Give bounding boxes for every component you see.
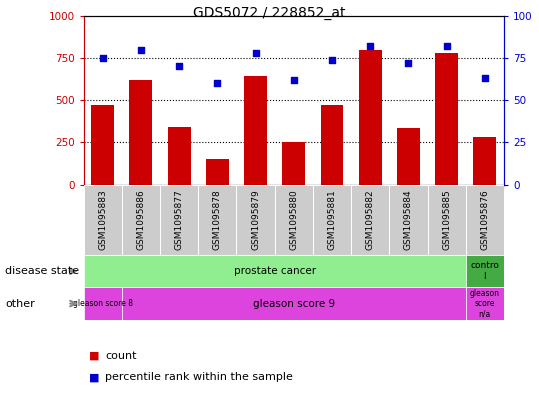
Bar	[282, 141, 305, 185]
Bar	[84, 185, 122, 255]
Bar	[389, 185, 427, 255]
Text: GSM1095876: GSM1095876	[480, 190, 489, 250]
Point	[328, 57, 336, 63]
Bar	[122, 185, 160, 255]
Bar	[466, 255, 504, 287]
Text: GSM1095881: GSM1095881	[328, 190, 336, 250]
Bar	[351, 185, 389, 255]
Text: GSM1095884: GSM1095884	[404, 190, 413, 250]
Text: ■: ■	[89, 372, 99, 382]
Text: GSM1095877: GSM1095877	[175, 190, 184, 250]
Text: percentile rank within the sample: percentile rank within the sample	[105, 372, 293, 382]
Text: gleason score 8: gleason score 8	[73, 299, 133, 308]
Text: contro
l: contro l	[471, 261, 499, 281]
Bar	[427, 185, 466, 255]
Text: ■: ■	[89, 351, 99, 361]
Text: GSM1095882: GSM1095882	[365, 190, 375, 250]
Point	[213, 80, 222, 86]
Bar	[466, 185, 504, 255]
Bar	[237, 185, 275, 255]
Bar	[321, 105, 343, 185]
Bar	[397, 128, 420, 185]
Text: GSM1095886: GSM1095886	[136, 190, 146, 250]
Text: count: count	[105, 351, 136, 361]
Text: GSM1095879: GSM1095879	[251, 190, 260, 250]
Text: GSM1095878: GSM1095878	[213, 190, 222, 250]
Bar	[206, 158, 229, 185]
Point	[481, 75, 489, 81]
Bar	[244, 76, 267, 185]
Bar	[359, 50, 382, 185]
Point	[443, 43, 451, 49]
Text: gleason score 9: gleason score 9	[253, 299, 335, 309]
Point	[366, 43, 375, 49]
Bar	[129, 80, 153, 185]
Bar	[84, 287, 122, 320]
Point	[175, 63, 183, 70]
Bar	[275, 185, 313, 255]
Text: gleason
score
n/a: gleason score n/a	[470, 289, 500, 318]
Text: prostate cancer: prostate cancer	[233, 266, 316, 276]
Bar	[198, 185, 237, 255]
Bar	[122, 287, 466, 320]
Text: GSM1095883: GSM1095883	[98, 190, 107, 250]
Bar	[160, 185, 198, 255]
Bar	[168, 127, 191, 185]
Text: other: other	[5, 299, 35, 309]
Text: GDS5072 / 228852_at: GDS5072 / 228852_at	[194, 6, 345, 20]
Point	[289, 77, 298, 83]
Text: GSM1095880: GSM1095880	[289, 190, 298, 250]
Text: disease state: disease state	[5, 266, 80, 276]
Text: GSM1095885: GSM1095885	[442, 190, 451, 250]
Bar	[91, 105, 114, 185]
Point	[98, 55, 107, 61]
Bar	[313, 185, 351, 255]
Bar	[466, 287, 504, 320]
Bar	[435, 53, 458, 185]
Point	[136, 46, 145, 53]
Point	[251, 50, 260, 56]
Point	[404, 60, 413, 66]
Bar	[473, 136, 496, 185]
